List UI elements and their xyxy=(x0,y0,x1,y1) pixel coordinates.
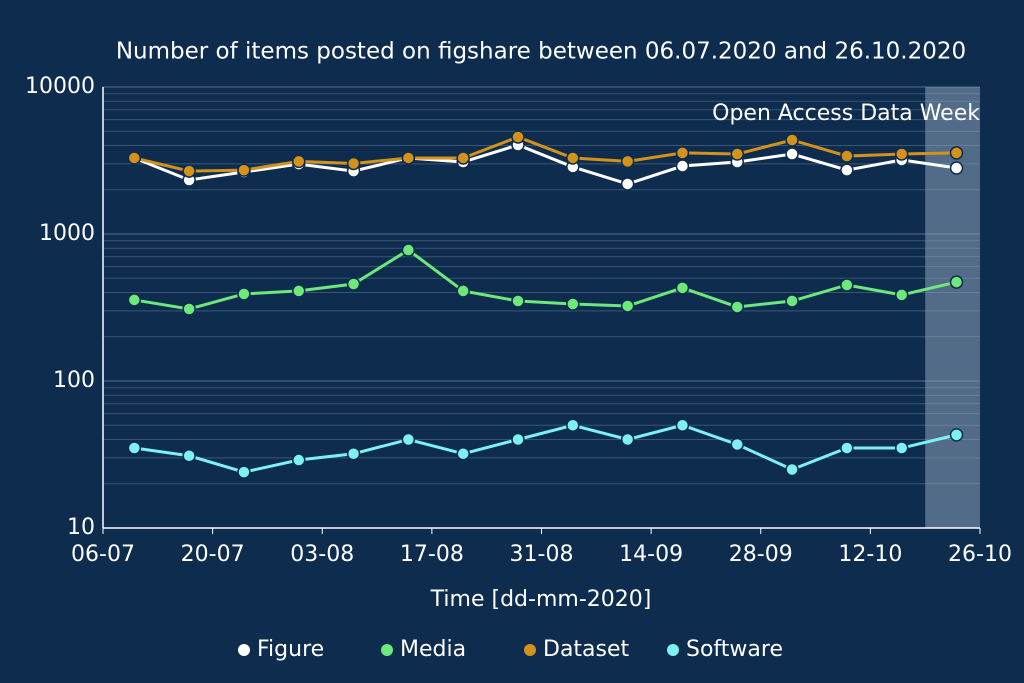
point xyxy=(620,299,635,313)
point xyxy=(292,284,306,298)
x-tick-label: 20-07 xyxy=(181,542,245,567)
point xyxy=(566,297,580,311)
point xyxy=(511,432,525,447)
point xyxy=(182,449,196,463)
x-tick-label: 26-10 xyxy=(948,542,1012,567)
point xyxy=(237,163,251,177)
point xyxy=(785,147,799,161)
point xyxy=(840,149,854,163)
point xyxy=(182,302,196,316)
point xyxy=(894,288,909,302)
chart-title: Number of items posted on figshare betwe… xyxy=(116,39,966,65)
point xyxy=(785,462,799,477)
y-tick-label: 1000 xyxy=(39,221,95,246)
point xyxy=(730,437,745,452)
legend-marker xyxy=(381,644,393,656)
series-line xyxy=(134,248,957,311)
point xyxy=(785,294,799,308)
point xyxy=(456,446,470,461)
point xyxy=(894,441,909,455)
y-tick-label: 10 xyxy=(67,515,95,540)
x-tick-label: 14-09 xyxy=(619,542,683,567)
point xyxy=(401,432,416,447)
legend-label: Media xyxy=(400,637,466,662)
point xyxy=(840,278,854,292)
point xyxy=(511,130,525,144)
point xyxy=(346,156,361,171)
point xyxy=(730,300,745,314)
point xyxy=(675,281,690,295)
point xyxy=(182,164,196,178)
point xyxy=(675,159,690,173)
point xyxy=(675,146,690,160)
legend-marker xyxy=(238,644,250,656)
point xyxy=(346,277,361,291)
point xyxy=(949,161,964,175)
point xyxy=(785,133,799,147)
point xyxy=(346,446,361,461)
point xyxy=(730,147,745,161)
y-tick-label: 10000 xyxy=(25,74,95,99)
x-tick-label: 31-08 xyxy=(510,542,574,567)
point xyxy=(127,151,142,165)
point xyxy=(456,284,470,298)
point xyxy=(401,243,416,257)
point xyxy=(292,453,306,467)
series-line xyxy=(134,423,957,474)
legend-label: Dataset xyxy=(543,637,630,662)
highlight-band xyxy=(925,87,980,528)
x-tick-label: 06-07 xyxy=(71,542,135,567)
point xyxy=(566,418,580,433)
point xyxy=(894,147,909,161)
point xyxy=(675,418,690,433)
point xyxy=(949,428,964,442)
point xyxy=(566,151,580,165)
x-tick-label: 28-09 xyxy=(729,542,793,567)
point xyxy=(511,294,525,308)
point xyxy=(292,154,306,169)
legend-marker xyxy=(667,644,679,656)
point xyxy=(237,287,251,301)
point xyxy=(949,146,964,160)
legend-label: Software xyxy=(686,637,783,662)
point xyxy=(127,441,142,455)
point xyxy=(840,163,854,177)
point xyxy=(620,432,635,447)
point xyxy=(237,465,251,479)
x-tick-label: 12-10 xyxy=(838,542,902,567)
point xyxy=(456,151,470,165)
x-tick-label: 03-08 xyxy=(290,542,354,567)
series-line xyxy=(133,135,957,173)
point xyxy=(127,293,142,307)
legend-label: Figure xyxy=(257,637,324,662)
point xyxy=(949,275,964,289)
legend-marker xyxy=(524,644,536,656)
point xyxy=(620,154,635,169)
x-tick-label: 17-08 xyxy=(400,542,464,567)
series-line xyxy=(133,143,957,186)
point xyxy=(620,177,635,191)
y-tick-label: 100 xyxy=(53,368,95,393)
point xyxy=(401,151,416,165)
point xyxy=(840,441,854,455)
highlight-label: Open Access Data Week xyxy=(712,101,980,126)
x-axis-label: Time [dd-mm-2020] xyxy=(430,587,652,612)
